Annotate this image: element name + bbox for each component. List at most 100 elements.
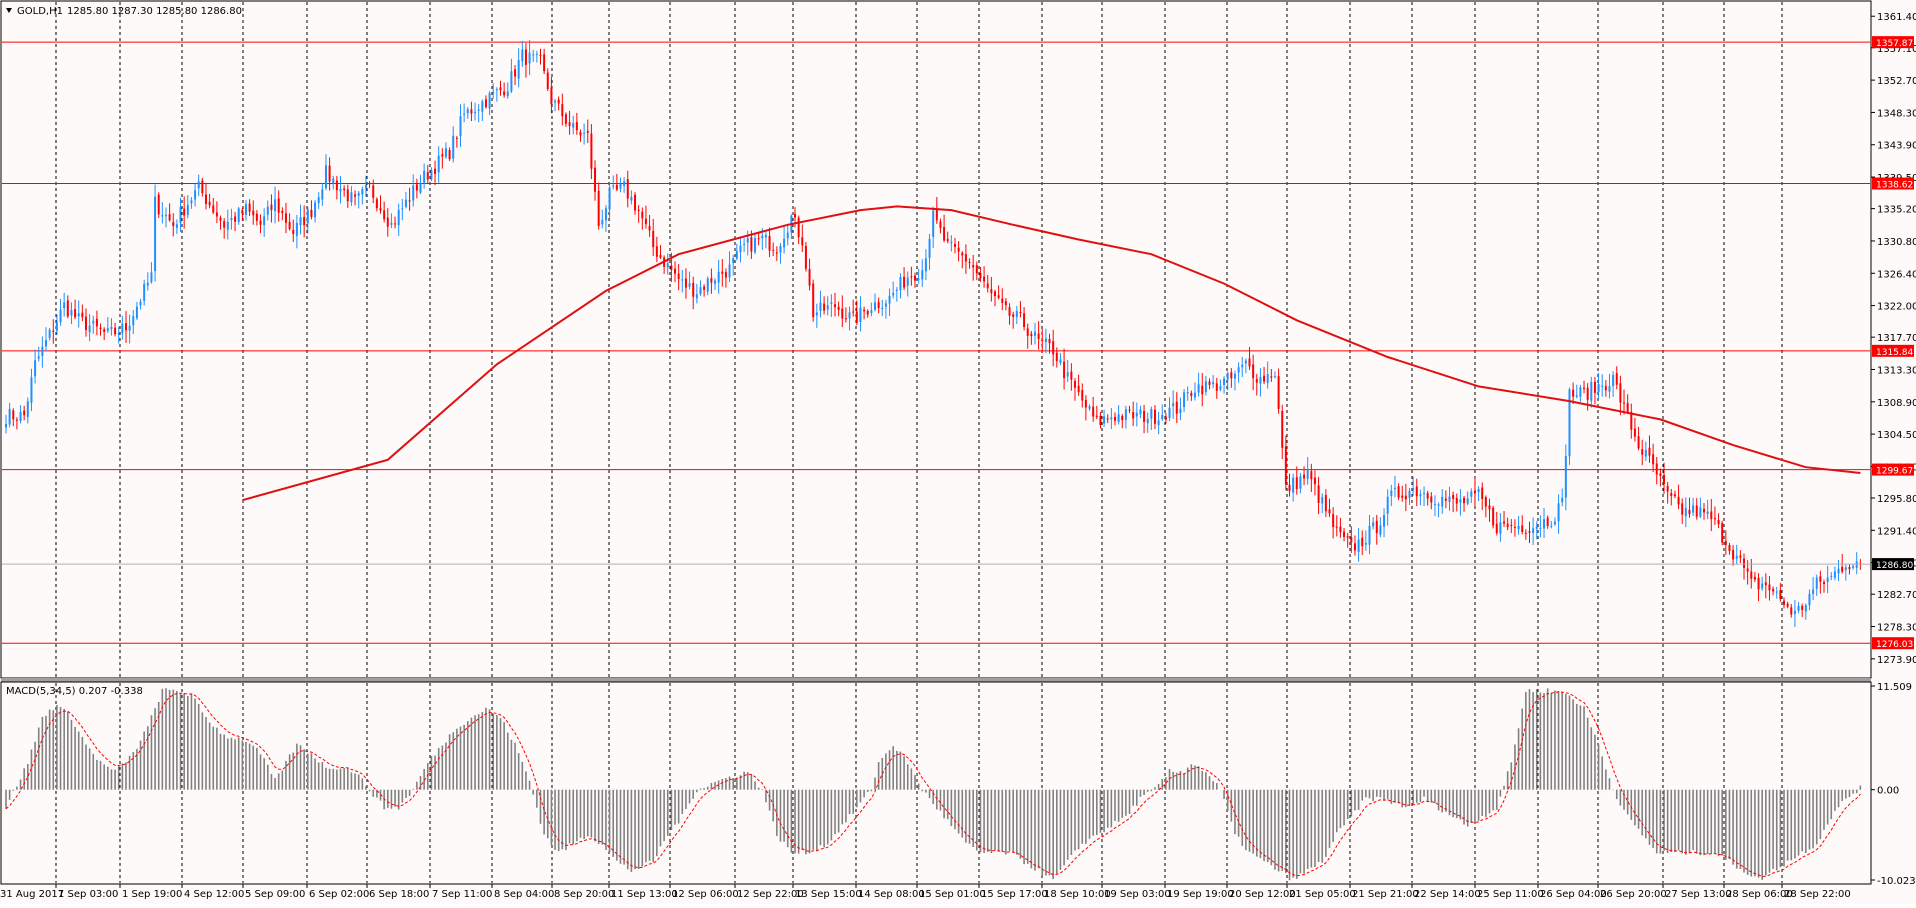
candle-body (1463, 497, 1466, 504)
candle-body (1586, 387, 1589, 400)
candle-body (212, 205, 215, 213)
candle-body (143, 283, 146, 301)
candle-body (1804, 605, 1807, 612)
candle-body (1830, 576, 1833, 578)
candle-body (1775, 591, 1778, 593)
candle-body (688, 283, 691, 287)
x-tick-label: 21 Sep 05:00 (1289, 889, 1356, 900)
candle-body (510, 71, 513, 92)
candle-body (1019, 311, 1022, 313)
candle-body (1717, 519, 1720, 525)
x-tick-label: 12 Sep 22:00 (737, 889, 804, 900)
candle-body (703, 286, 706, 290)
candle-body (1208, 381, 1211, 385)
candle-body (459, 116, 462, 136)
candle-body (1532, 528, 1535, 533)
candle-body (124, 323, 127, 331)
level-tag (1872, 177, 1914, 190)
candle-body (201, 180, 204, 194)
candle-body (95, 318, 98, 327)
candle-body (1408, 490, 1411, 498)
candle-body (884, 303, 887, 307)
candle-body (1230, 372, 1233, 379)
candle-body (979, 273, 982, 279)
candle-body (1135, 412, 1138, 417)
candle-body (15, 419, 18, 421)
candle-body (372, 185, 375, 198)
candle-body (1524, 532, 1527, 534)
candle-body (103, 329, 106, 332)
candle-body (106, 328, 109, 331)
candle-body (874, 302, 877, 310)
y-tick-label: 1357.10 (1877, 44, 1916, 55)
candle-body (826, 305, 829, 310)
candle-body (906, 277, 909, 286)
level-tag-label: 1299.67 (1876, 467, 1913, 477)
candle-body (1393, 487, 1396, 489)
candle-body (1266, 374, 1269, 383)
candle-body (921, 270, 924, 280)
x-tick-label: 11 Sep 13:00 (611, 889, 678, 900)
candle-body (379, 208, 382, 211)
candle-body (888, 295, 891, 304)
candle-body (310, 209, 313, 217)
candle-body (619, 183, 622, 189)
candle-body (1088, 406, 1091, 409)
candle-body (48, 329, 51, 338)
candle-body (1488, 505, 1491, 510)
candle-body (1343, 531, 1346, 537)
candle-body (259, 220, 262, 225)
candle-body (1484, 497, 1487, 507)
candle-body (1692, 505, 1695, 513)
candle-body (557, 99, 560, 104)
candle-body (1023, 313, 1026, 327)
candle-body (561, 104, 564, 117)
candle-body (37, 356, 40, 359)
candle-body (815, 312, 818, 316)
candle-body (234, 216, 237, 222)
candle-body (1237, 367, 1240, 373)
x-tick-label: 19 Sep 19:00 (1167, 889, 1234, 900)
candle-body (1113, 416, 1116, 421)
candle-body (1168, 407, 1171, 419)
candle-body (1303, 474, 1306, 479)
candle-body (812, 283, 815, 318)
candle-body (1604, 386, 1607, 391)
candle-body (1823, 582, 1826, 584)
pane-separator[interactable] (1, 678, 1871, 682)
candle-body (1052, 341, 1055, 355)
candle-body (292, 229, 295, 234)
candle-body (1332, 514, 1335, 528)
candle-body (1132, 412, 1135, 419)
candle-body (284, 213, 287, 223)
candle-body (1190, 392, 1193, 397)
candle-body (1579, 387, 1582, 397)
candle-body (637, 209, 640, 211)
level-tag (1872, 637, 1914, 650)
candle-body (601, 219, 604, 225)
candle-body (848, 312, 851, 319)
candle-body (1761, 583, 1764, 589)
candle-body (1852, 566, 1855, 568)
candle-body (1721, 523, 1724, 543)
candle-body (1681, 503, 1684, 515)
candle-body (917, 278, 920, 280)
candle-body (26, 401, 29, 417)
macd-histogram (5, 688, 1862, 881)
candle-body (1295, 477, 1298, 490)
price-pane[interactable] (0, 0, 1872, 679)
y-tick-label: 1322.00 (1877, 302, 1916, 313)
candle-body (743, 243, 746, 245)
candle-body (801, 237, 804, 246)
candle-body (1379, 525, 1382, 535)
candle-body (1739, 555, 1742, 558)
candle-body (1070, 371, 1073, 380)
candle-body (368, 183, 371, 185)
candle-body (1383, 515, 1386, 527)
candle-body (70, 309, 73, 316)
dropdown-triangle-icon[interactable] (6, 8, 12, 13)
candle-body (1423, 493, 1426, 495)
candle-body (935, 208, 938, 221)
